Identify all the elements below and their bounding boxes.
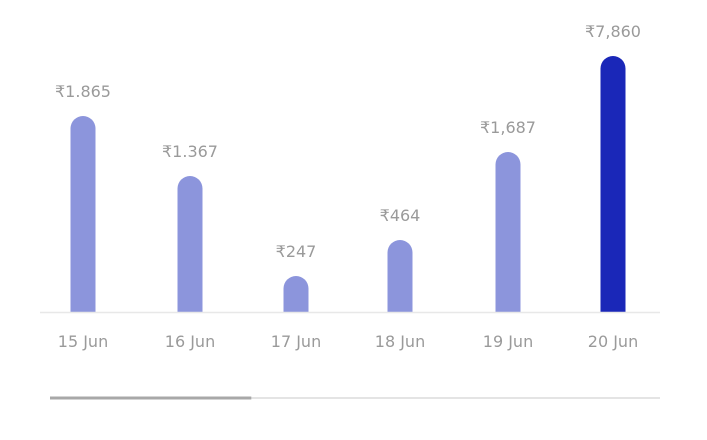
bar-17-jun[interactable] [283, 276, 309, 312]
bars-group [70, 56, 626, 312]
value-label-19-jun: ₹1,687 [480, 118, 536, 137]
x-tick-label-17-jun: 17 Jun [271, 332, 321, 351]
x-tick-label-19-jun: 19 Jun [483, 332, 533, 351]
value-label-18-jun: ₹464 [380, 206, 421, 225]
x-tick-label-16-jun: 16 Jun [165, 332, 215, 351]
x-tick-label-15-jun: 15 Jun [58, 332, 108, 351]
value-label-16-jun: ₹1.367 [162, 142, 218, 161]
x-tick-label-20-jun: 20 Jun [588, 332, 638, 351]
bar-18-jun[interactable] [387, 239, 413, 312]
bar-16-jun[interactable] [177, 176, 203, 312]
bar-19-jun[interactable] [495, 152, 521, 312]
value-labels-group: ₹1.865 ₹1.367 ₹247 ₹464 ₹1,687 ₹7,860 [55, 22, 641, 261]
value-label-17-jun: ₹247 [276, 242, 317, 261]
x-tick-labels-group: 15 Jun 16 Jun 17 Jun 18 Jun 19 Jun 20 Jun [58, 332, 638, 351]
value-label-20-jun: ₹7,860 [585, 22, 641, 41]
value-label-15-jun: ₹1.865 [55, 82, 111, 101]
bar-15-jun[interactable] [70, 116, 96, 312]
bar-20-jun[interactable] [600, 56, 626, 312]
x-tick-label-18-jun: 18 Jun [375, 332, 425, 351]
